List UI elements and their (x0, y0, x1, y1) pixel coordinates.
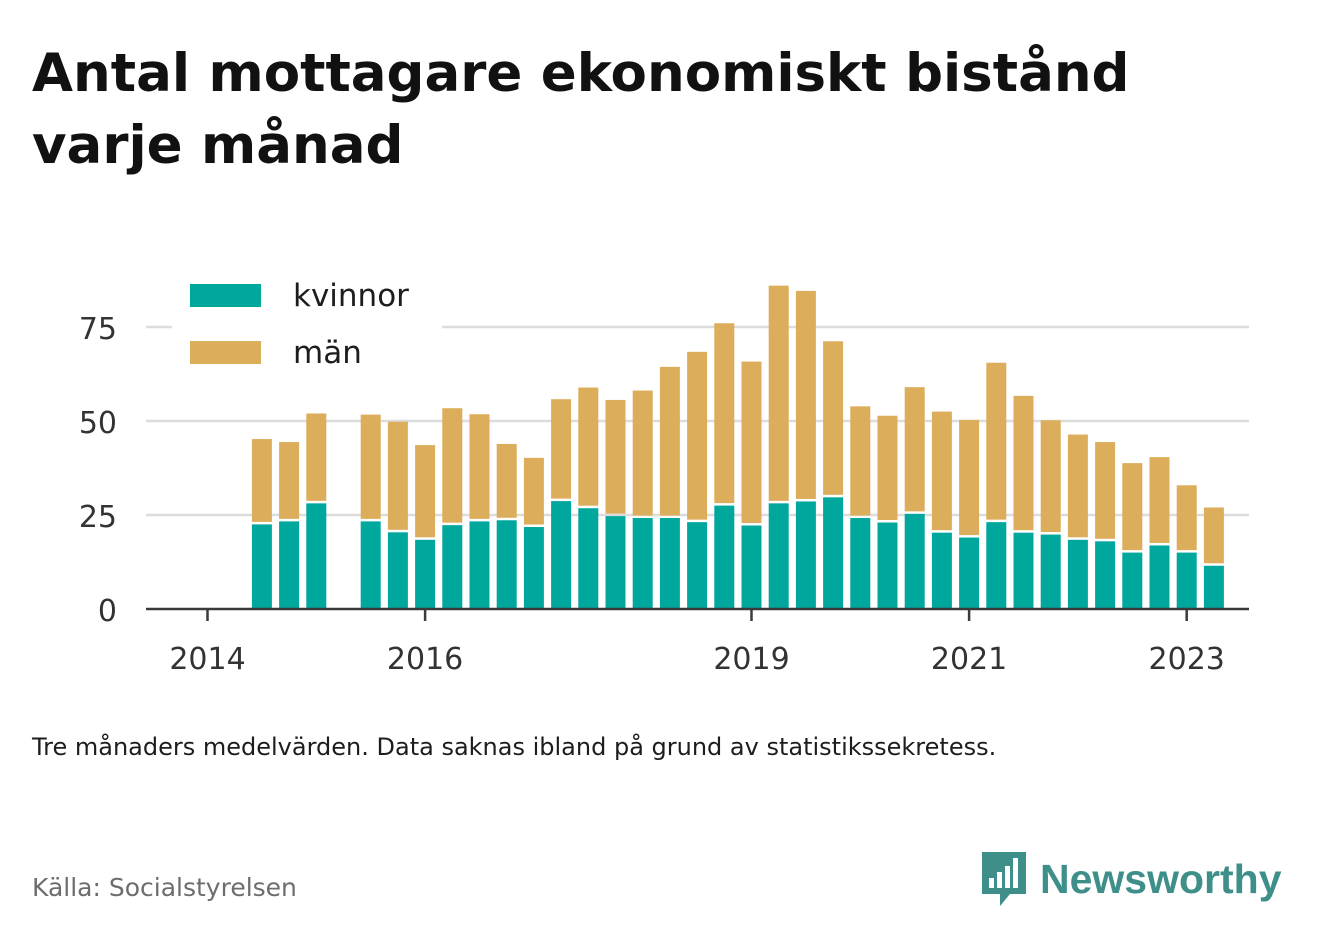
bar-man (360, 414, 381, 519)
chart-note: Tre månaders medelvärden. Data saknas ib… (32, 733, 997, 761)
legend-label: män (293, 335, 362, 371)
newsworthy-logo-icon (982, 852, 1026, 906)
bar-kvinnor (795, 501, 816, 609)
bar-kvinnor (931, 532, 952, 609)
bar-man (279, 442, 300, 519)
bar-man (551, 399, 572, 499)
y-tick-label: 0 (98, 594, 117, 629)
source-credit: Källa: Socialstyrelsen (32, 873, 297, 902)
bar-kvinnor (442, 525, 463, 609)
brand: Newsworthy (980, 850, 1282, 908)
bar-kvinnor (578, 508, 599, 609)
legend-swatch (190, 341, 261, 364)
bar-kvinnor (469, 521, 490, 609)
bar-man (306, 413, 327, 501)
bar-kvinnor (1203, 565, 1224, 609)
bar-man (1013, 395, 1034, 531)
bar-man (442, 408, 463, 523)
bar-man (659, 366, 680, 516)
bar-man (850, 406, 871, 516)
bar-kvinnor (551, 501, 572, 609)
bar-man (1203, 507, 1224, 564)
bar-man (523, 457, 544, 525)
bar-man (741, 361, 762, 524)
bar-man (469, 414, 490, 519)
bar-man (877, 415, 898, 521)
x-tick-label: 2014 (169, 642, 245, 677)
bar-kvinnor (251, 524, 272, 609)
bar-kvinnor (1095, 541, 1116, 609)
y-tick-label: 25 (79, 500, 117, 535)
bar-man (578, 387, 599, 506)
bars (251, 285, 1224, 609)
bar-kvinnor (496, 520, 517, 609)
bar-kvinnor (687, 522, 708, 609)
bar-man (986, 362, 1007, 520)
bar-man (931, 411, 952, 531)
bar-kvinnor (306, 503, 327, 609)
bar-man (795, 290, 816, 499)
bar-kvinnor (1176, 552, 1197, 609)
x-tick-label: 2019 (713, 642, 789, 677)
bar-kvinnor (959, 537, 980, 609)
y-tick-label: 50 (79, 406, 117, 441)
bar-kvinnor (714, 505, 735, 609)
chart-title: Antal mottagare ekonomiskt bistånd varje… (32, 43, 1130, 176)
bar-kvinnor (279, 521, 300, 609)
legend: kvinnor män (172, 275, 442, 373)
x-tick-label: 2023 (1149, 642, 1225, 677)
bar-kvinnor (1149, 545, 1170, 609)
legend-label: kvinnor (293, 278, 409, 314)
bar-kvinnor (632, 518, 653, 609)
bar-man (251, 439, 272, 522)
bar-kvinnor (904, 513, 925, 609)
legend-swatch (190, 284, 261, 307)
axes: 0 25 50 75 2014 2016 2019 2021 2023 (79, 312, 1249, 677)
bar-kvinnor (605, 516, 626, 609)
bar-man (1067, 434, 1088, 538)
bar-kvinnor (1122, 552, 1143, 609)
bar-man (1095, 442, 1116, 539)
bar-man (1040, 420, 1061, 533)
bar-kvinnor (877, 522, 898, 609)
bar-kvinnor (1013, 532, 1034, 609)
bar-man (387, 421, 408, 530)
bar-kvinnor (850, 518, 871, 609)
bar-man (687, 351, 708, 520)
bar-kvinnor (523, 527, 544, 609)
bar-man (496, 443, 517, 518)
bar-man (768, 285, 789, 501)
bar-man (1149, 457, 1170, 543)
bar-man (1122, 463, 1143, 551)
bar-man (959, 419, 980, 536)
bar-man (714, 323, 735, 504)
bar-man (415, 445, 436, 538)
bar-kvinnor (387, 532, 408, 609)
bar-kvinnor (823, 497, 844, 609)
chart-area: 0 25 50 75 2014 2016 2019 2021 2023 kvinnor män (78, 275, 1249, 677)
brand-name: Newsworthy (1040, 855, 1282, 902)
y-tick-label: 75 (79, 312, 117, 347)
bar-man (1176, 485, 1197, 551)
bar-man (632, 390, 653, 516)
bar-kvinnor (659, 518, 680, 609)
bar-man (904, 387, 925, 512)
bar-kvinnor (768, 503, 789, 609)
bar-man (823, 341, 844, 495)
bar-kvinnor (1040, 534, 1061, 609)
bar-kvinnor (986, 522, 1007, 609)
bar-kvinnor (741, 525, 762, 609)
bar-man (605, 399, 626, 514)
bar-kvinnor (415, 539, 436, 609)
x-tick-label: 2016 (387, 642, 463, 677)
x-tick-label: 2021 (931, 642, 1007, 677)
bar-kvinnor (1067, 539, 1088, 609)
bar-kvinnor (360, 521, 381, 609)
